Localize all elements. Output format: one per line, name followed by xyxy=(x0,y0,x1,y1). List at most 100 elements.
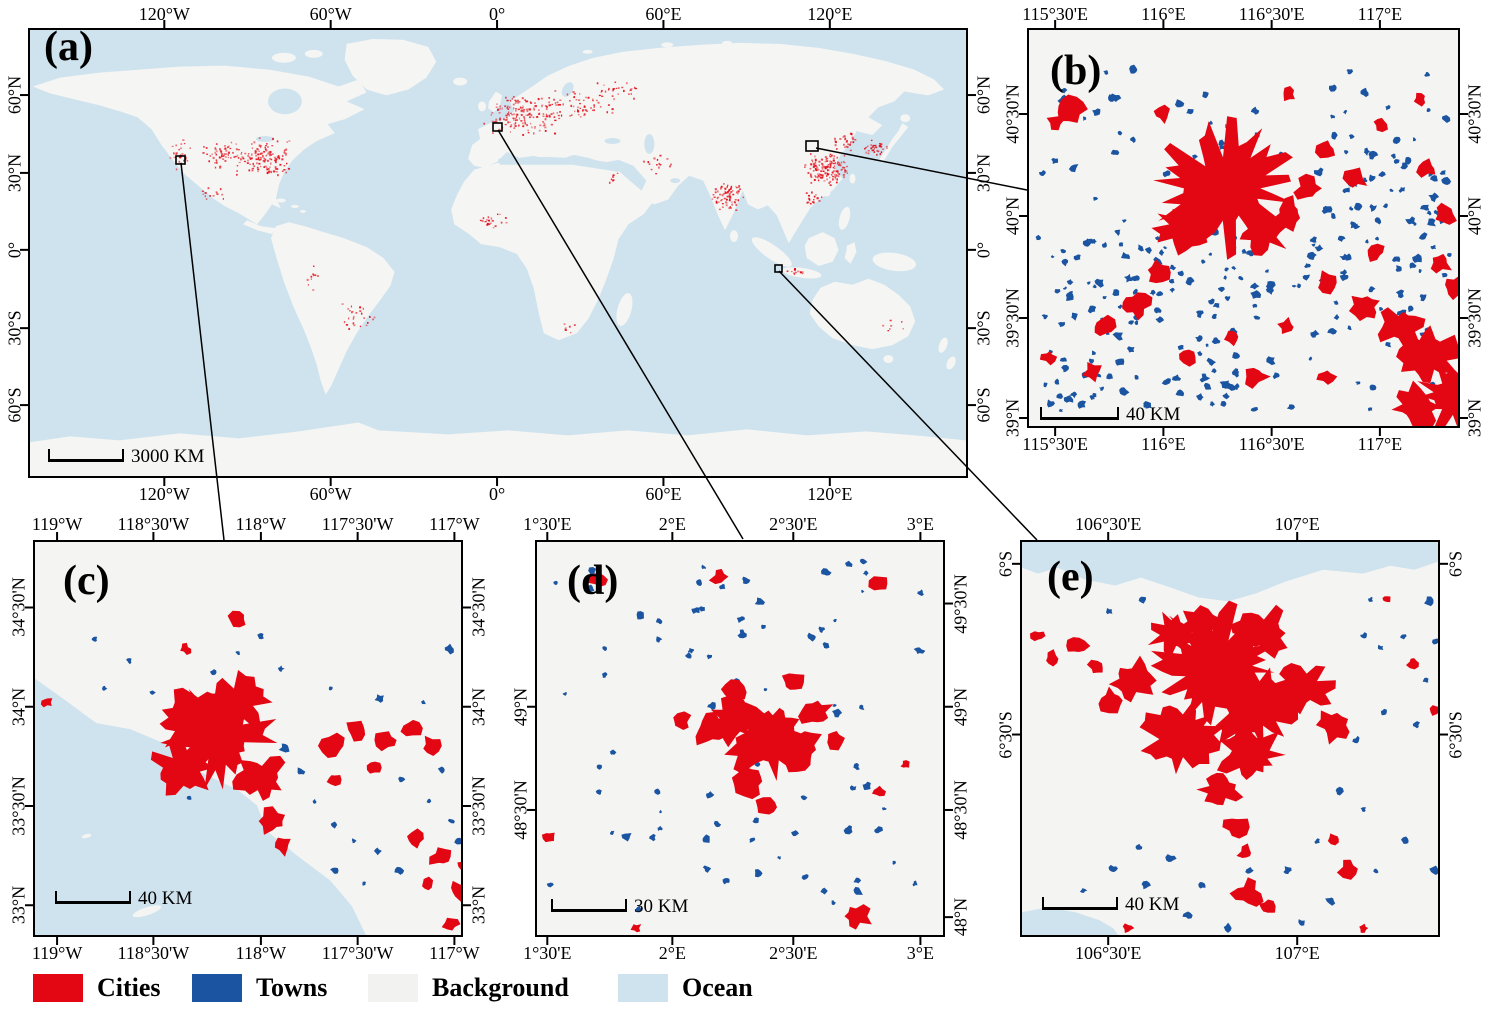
tick-label: 48°N xyxy=(950,898,971,937)
panel-c-losangeles-map xyxy=(33,540,463,937)
scalebar-bar xyxy=(1042,897,1118,910)
panel-c-scalebar: 40 KM xyxy=(55,882,192,909)
java-sea xyxy=(1022,542,1438,602)
tick-label: 60°N xyxy=(4,75,25,115)
tick-label: 107°E xyxy=(1274,943,1320,963)
island-small xyxy=(81,833,92,839)
tick-label: 33°N xyxy=(468,886,489,925)
panel-e-bottom-ticks: 106°30'E 107°E xyxy=(1020,941,1440,965)
tick-label: 0° xyxy=(4,241,25,258)
tick-label: 30°N xyxy=(973,153,994,192)
legend-swatch-towns xyxy=(192,974,242,1002)
map-e xyxy=(1022,542,1438,935)
panel-c-bottom-ticks: 119°W 118°30'W 118°W 117°30'W 117°W xyxy=(32,941,480,965)
tick-label: 117°E xyxy=(1357,434,1403,454)
tick-label: 116°30'E xyxy=(1238,434,1305,454)
panel-d-left-ticks: 49°N 48°30'N xyxy=(508,540,534,937)
tick-label: 117°30'W xyxy=(321,514,394,534)
scalebar-text: 3000 KM xyxy=(131,446,205,467)
legend-label-background: Background xyxy=(432,973,569,1002)
tick-label: 3°E xyxy=(906,943,934,963)
panel-d-letter: (d) xyxy=(567,558,619,604)
tick-label: 0° xyxy=(973,241,994,258)
legend-label-ocean: Ocean xyxy=(682,973,753,1002)
scalebar-bar xyxy=(55,891,131,904)
tick-label: 1°30'E xyxy=(523,943,572,963)
legend-swatch-ocean xyxy=(618,974,668,1002)
tick-label: 40°N xyxy=(1002,196,1023,236)
panel-a-letter: (a) xyxy=(44,24,93,70)
tick-label: 48°30'N xyxy=(510,780,531,840)
tick-label: 0° xyxy=(488,4,506,24)
tick-label: 30°S xyxy=(973,310,994,346)
panel-e-top-ticks: 106°30'E 107°E xyxy=(1020,512,1440,536)
scalebar-bar xyxy=(1040,407,1119,420)
map-b xyxy=(1029,30,1458,426)
tick-label: 1°30'E xyxy=(523,514,572,534)
tick-label: 49°N xyxy=(950,687,971,726)
legend-label-towns: Towns xyxy=(256,973,328,1002)
tick-label: 116°30'E xyxy=(1238,4,1305,24)
tick-label: 115°30'E xyxy=(1022,434,1089,454)
panel-b-letter: (b) xyxy=(1050,48,1102,94)
panel-d-scalebar: 30 KM xyxy=(551,890,688,917)
tick-label: 40°30'N xyxy=(1002,84,1023,144)
tick-label: 118°30'W xyxy=(117,514,190,534)
legend-item-towns: Towns xyxy=(192,973,327,1003)
scalebar-text: 30 KM xyxy=(634,896,689,917)
map-c xyxy=(35,542,461,935)
tick-label: 117°30'W xyxy=(321,943,394,963)
panel-a-world-map xyxy=(28,28,968,478)
panel-b-beijing-map xyxy=(1027,28,1460,428)
tick-label: 60°E xyxy=(645,484,682,504)
panel-b-right-ticks: 40°30'N 40°N 39°30'N 39°N xyxy=(1462,28,1488,437)
panel-b-bottom-ticks: 115°30'E 116°E 116°30'E 117°E xyxy=(1022,432,1460,456)
tick-label: 3°E xyxy=(906,514,934,534)
tick-label: 6°30'S xyxy=(995,710,1016,759)
tick-label: 48°30'N xyxy=(950,780,971,840)
tick-label: 120°E xyxy=(807,484,853,504)
tick-label: 60°S xyxy=(4,387,25,423)
tick-label: 34°N xyxy=(468,687,489,726)
tick-label: 118°W xyxy=(235,514,287,534)
panel-b-left-ticks: 40°30'N 40°N 39°30'N 39°N xyxy=(1000,28,1026,437)
tick-label: 106°30'E xyxy=(1074,943,1142,963)
tick-label: 60°E xyxy=(645,4,682,24)
tick-label: 60°W xyxy=(309,484,352,504)
scalebar-bar xyxy=(551,899,627,912)
island xyxy=(132,905,162,918)
coastal-water xyxy=(1022,907,1119,935)
panel-d-paris-map xyxy=(535,540,945,937)
tick-label: 34°30'N xyxy=(468,577,489,638)
tick-label: 30°S xyxy=(4,310,25,346)
tick-label: 30°N xyxy=(4,153,25,192)
scalebar-text: 40 KM xyxy=(138,888,193,909)
panel-b-scalebar: 40 KM xyxy=(1040,398,1180,425)
legend-item-ocean: Ocean xyxy=(618,973,753,1003)
scalebar-bar xyxy=(48,449,124,462)
panel-e-right-ticks: 6°S 6°30'S xyxy=(1443,540,1469,937)
tick-label: 118°30'W xyxy=(117,943,190,963)
tick-label: 33°30'N xyxy=(468,776,489,836)
legend-item-cities: Cities xyxy=(33,973,161,1003)
panel-a-scalebar: 3000 KM xyxy=(48,440,204,467)
map-d xyxy=(537,542,943,935)
panel-e-left-ticks: 6°S 6°30'S xyxy=(993,540,1019,937)
panel-c-right-ticks: 34°30'N 34°N 33°30'N 33°N xyxy=(466,540,492,937)
tick-label: 120°E xyxy=(807,4,853,24)
tick-label: 119°W xyxy=(31,514,83,534)
tick-label: 34°N xyxy=(8,687,29,726)
tick-label: 60°S xyxy=(973,387,994,423)
panel-c-left-ticks: 34°30'N 34°N 33°30'N 33°N xyxy=(6,540,32,937)
tick-label: 49°30'N xyxy=(950,573,971,634)
tick-label: 60°W xyxy=(309,4,352,24)
tick-label: 117°W xyxy=(429,514,480,534)
scalebar-text: 40 KM xyxy=(1126,404,1181,425)
tick-label: 120°W xyxy=(138,4,190,24)
panel-e-jakarta-map xyxy=(1020,540,1440,937)
panel-a-bottom-ticks: 120°W 60°W 0° 60°E 120°E xyxy=(28,482,968,506)
tick-label: 116°E xyxy=(1141,434,1186,454)
panel-d-right-ticks: 49°30'N 49°N 48°30'N 48°N xyxy=(948,540,974,937)
legend-swatch-background xyxy=(368,974,418,1002)
pacific-ocean xyxy=(35,678,366,935)
